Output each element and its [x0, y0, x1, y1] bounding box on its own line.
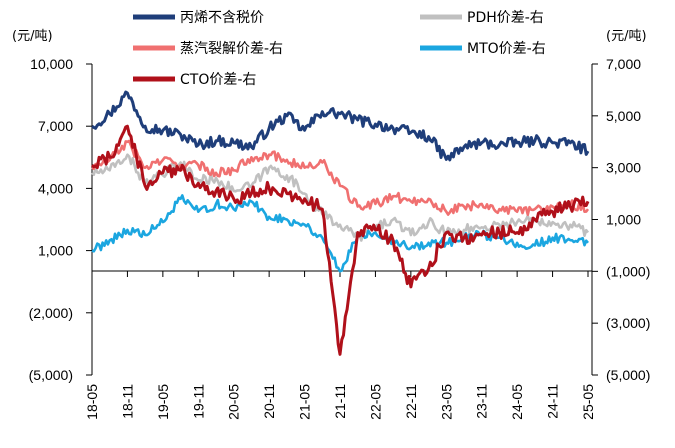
- left-tick-label: (5,000): [29, 367, 73, 383]
- x-tick-label: 25-05: [580, 384, 596, 420]
- x-tick-label: 23-11: [474, 384, 490, 419]
- series-line-0: [91, 90, 590, 162]
- right-tick-label: (3,000): [606, 315, 650, 331]
- right-tick-label: 7,000: [606, 56, 641, 72]
- legend-label-pdh: PDH价差-右: [467, 10, 544, 26]
- x-axis-ticks: 18-05 18-11 19-05 19-11 20-05 20-11 21-05 21-11…: [84, 271, 596, 420]
- x-tick-label: 18-11: [119, 384, 135, 419]
- left-tick-label: (2,000): [29, 305, 73, 321]
- left-tick-label: 4,000: [38, 180, 73, 196]
- legend-label-cto: CTO价差-右: [180, 72, 256, 88]
- right-tick-label: 1,000: [606, 212, 641, 228]
- left-tick-label: 7,000: [38, 118, 73, 134]
- right-tick-label: (1,000): [606, 263, 650, 279]
- x-tick-label: 23-05: [438, 384, 454, 420]
- x-tick-label: 22-11: [403, 384, 419, 419]
- series-line-4: [91, 124, 590, 356]
- left-tick-label: 1,000: [38, 243, 73, 259]
- right-tick-label: (5,000): [606, 367, 650, 383]
- x-tick-label: 20-11: [261, 384, 277, 419]
- left-axis-ticks: 10,000 7,000 4,000 1,000 (2,000) (5,000): [29, 56, 92, 383]
- legend-label-mto: MTO价差-右: [467, 41, 546, 57]
- legend-label-steam-cracking: 蒸汽裂解价差-右: [180, 41, 283, 57]
- series-line-1: [91, 153, 590, 242]
- x-tick-label: 21-05: [297, 384, 313, 420]
- x-tick-label: 19-05: [155, 384, 171, 420]
- x-tick-label: 19-11: [190, 384, 206, 419]
- legend: 丙烯不含税价 PDH价差-右 蒸汽裂解价差-右 MTO价差-右 CTO价差-右: [133, 10, 546, 88]
- legend-label-propylene: 丙烯不含税价: [180, 10, 264, 26]
- series-line-2: [91, 139, 590, 216]
- left-tick-label: 10,000: [30, 56, 73, 72]
- x-tick-label: 24-11: [545, 384, 561, 419]
- x-tick-label: 21-11: [332, 384, 348, 419]
- series-layer: [91, 90, 590, 356]
- x-tick-label: 18-05: [84, 384, 100, 420]
- series-line-3: [91, 194, 589, 273]
- right-axis-unit: (元/吨): [606, 29, 647, 44]
- x-tick-label: 22-05: [367, 384, 383, 420]
- right-tick-label: 3,000: [606, 160, 641, 176]
- x-tick-label: 24-05: [509, 384, 525, 420]
- left-axis-unit: (元/吨): [12, 29, 53, 44]
- right-axis-ticks: 7,000 5,000 3,000 1,000 (1,000) (3,000) (5,000…: [592, 56, 650, 383]
- right-tick-label: 5,000: [606, 108, 641, 124]
- x-tick-label: 20-05: [226, 384, 242, 420]
